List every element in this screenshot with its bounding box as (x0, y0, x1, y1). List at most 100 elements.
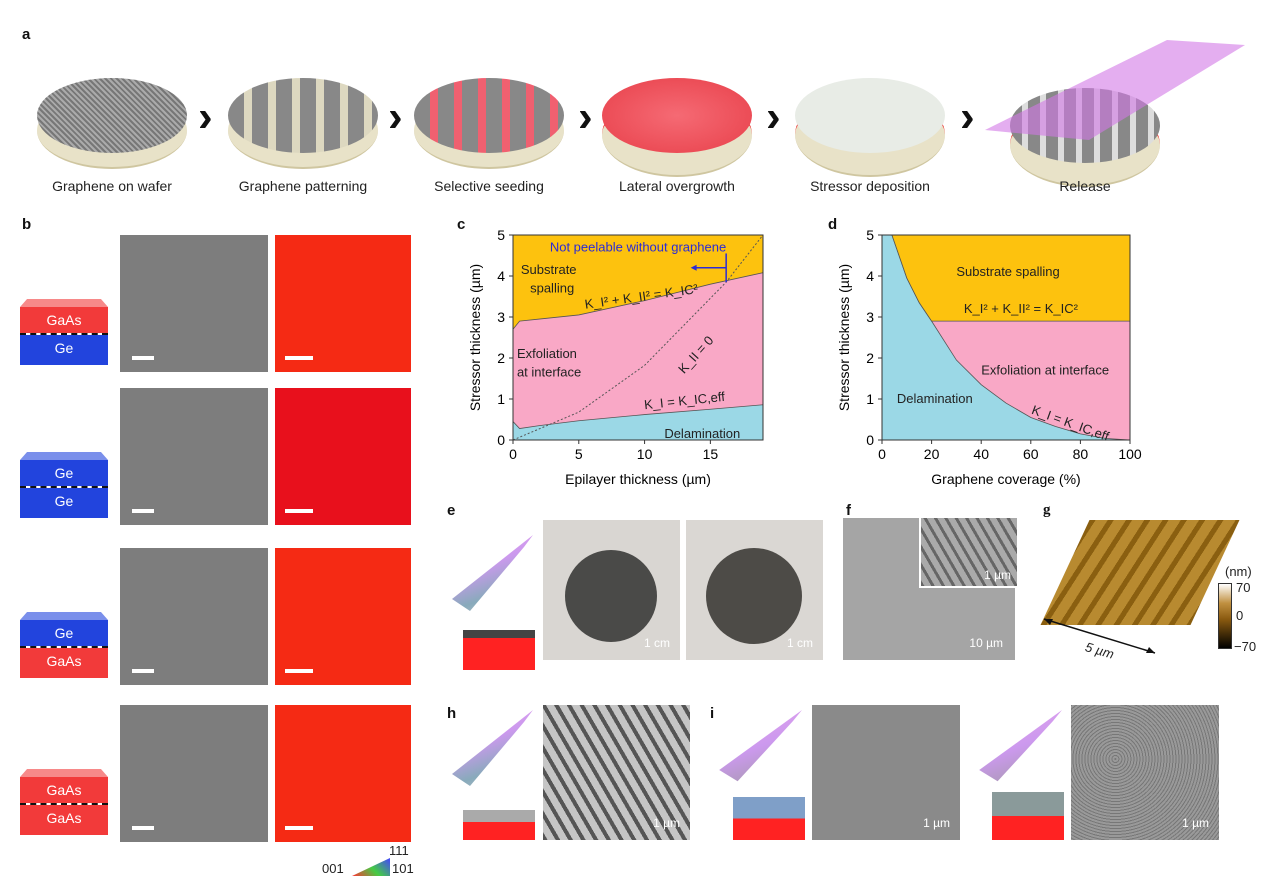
patterned-substrate-schematic (463, 630, 535, 670)
y-tick-label: 5 (866, 227, 874, 243)
ebsd-map (275, 388, 411, 525)
step-label: Release (1059, 178, 1111, 194)
y-tick-label: 1 (866, 391, 874, 407)
region-label-spalling: Substrate (521, 262, 577, 277)
panel-i-label: i (710, 705, 715, 722)
x-tick-label: 60 (1023, 446, 1039, 462)
y-tick-label: 3 (497, 309, 505, 325)
annotation-text: Not peelable without graphene (550, 239, 726, 254)
wafer-step-4 (602, 78, 752, 177)
scale-h: 1 µm (653, 816, 680, 830)
chevron-right-icon: › (960, 92, 975, 141)
panel-e-label: e (447, 502, 456, 519)
afm-colorbar (1218, 583, 1232, 649)
kii-zero-line (512, 234, 764, 441)
scale-e1: 1 cm (643, 636, 670, 650)
panel-b-label: b (22, 216, 32, 233)
y-tick-label: 0 (497, 432, 505, 448)
afm-min: −70 (1234, 639, 1257, 654)
release-schematic (452, 535, 533, 611)
afm-size-arrow (1043, 618, 1156, 654)
panel-a-label: a (22, 26, 31, 43)
flat-schematic-i1 (733, 797, 805, 840)
step-label: Graphene patterning (238, 178, 368, 194)
region-label-delamination: Delamination (897, 391, 973, 406)
plot-frame (881, 234, 1131, 441)
release-schematic-i2 (979, 710, 1062, 782)
photo-2: 1 cm (686, 520, 823, 660)
layer-bottom: GaAs (20, 805, 108, 835)
sem-inset: 1 µm (919, 518, 1017, 588)
scale-f: 10 µm (969, 636, 1003, 650)
step-label: Selective seeding (434, 178, 544, 194)
afm-unit: (nm) (1225, 564, 1252, 579)
afm-max: 70 (1236, 580, 1251, 595)
y-tick-label: 5 (497, 227, 505, 243)
x-tick-label: 10 (637, 446, 653, 462)
sem-image (120, 548, 268, 685)
y-tick-label: 3 (866, 309, 874, 325)
layer-top: Ge (20, 620, 108, 646)
wafer-step-1 (37, 78, 187, 173)
y-tick-label: 4 (866, 268, 874, 284)
region-label-exfoliation: Exfoliation (517, 346, 577, 361)
wafer-step-3 (414, 78, 564, 173)
x-tick-label: 20 (924, 446, 940, 462)
panel-g-label: g (1043, 502, 1051, 518)
ebsd-map (275, 548, 411, 685)
region-label-exfoliation: Exfoliation at interface (981, 362, 1109, 377)
scale-e2: 1 cm (786, 636, 813, 650)
panel-c-label: c (457, 216, 466, 233)
photo-1: 1 cm (543, 520, 680, 660)
sem-image-i2: 1 µm (1071, 705, 1219, 840)
x-tick-label: 40 (973, 446, 989, 462)
x-axis-label: Epilayer thickness (µm) (565, 471, 711, 487)
sem-image (120, 235, 268, 372)
release-schematic-h (452, 710, 533, 786)
scale-i1: 1 µm (923, 816, 950, 830)
sem-image-i1: 1 µm (812, 705, 960, 840)
layer-top: GaAs (20, 777, 108, 803)
region-label-delamination: Delamination (664, 426, 740, 441)
panel-h-label: h (447, 705, 457, 722)
ebsd-map (275, 235, 411, 372)
ipf-001: 001 (322, 861, 344, 876)
afm-mid: 0 (1236, 608, 1244, 623)
region-label-exfoliation-2: at interface (517, 364, 581, 379)
y-axis-label: Stressor thickness (µm) (467, 264, 483, 411)
afm-3d-image (1040, 520, 1240, 625)
ebsd-map (275, 705, 411, 842)
x-axis-label: Graphene coverage (%) (931, 471, 1080, 487)
panel-d-label: d (828, 216, 838, 233)
chevron-right-icon: › (578, 92, 593, 141)
layer-bottom: Ge (20, 335, 108, 365)
x-tick-label: 0 (509, 446, 517, 462)
sem-image-f: 1 µm 10 µm (843, 518, 1017, 660)
release-schematic-i1 (719, 710, 802, 782)
ipf-111: 111 (389, 843, 409, 858)
x-tick-label: 80 (1073, 446, 1089, 462)
chevron-right-icon: › (388, 92, 403, 141)
boundary-label-spalling: K_I² + K_II² = K_IC² (964, 301, 1079, 316)
ipf-101: 101 (392, 861, 414, 876)
scale-f-inset: 1 µm (984, 568, 1011, 582)
chevron-right-icon: › (766, 92, 781, 141)
region-label-spalling: Substrate spalling (956, 264, 1059, 279)
x-tick-label: 0 (878, 446, 886, 462)
x-tick-label: 100 (1118, 446, 1142, 462)
wafer-step-2 (228, 78, 378, 173)
plot-frame (512, 234, 764, 441)
panel-f-label: f (846, 502, 851, 519)
layer-bottom: Ge (20, 488, 108, 518)
y-axis-label: Stressor thickness (µm) (836, 264, 852, 411)
y-tick-label: 2 (497, 350, 505, 366)
layer-top: Ge (20, 460, 108, 486)
arrow-head-icon (690, 264, 697, 271)
wafer-step-5 (795, 78, 945, 177)
chart-d: Substrate spalling K_I² + K_II² = K_IC² Ex… (836, 227, 1142, 487)
x-tick-label: 15 (703, 446, 719, 462)
y-tick-label: 1 (497, 391, 505, 407)
y-tick-label: 4 (497, 268, 505, 284)
flat-schematic-i2 (992, 792, 1064, 840)
chart-c: Not peelable without graphene Substrate sp… (467, 227, 764, 487)
